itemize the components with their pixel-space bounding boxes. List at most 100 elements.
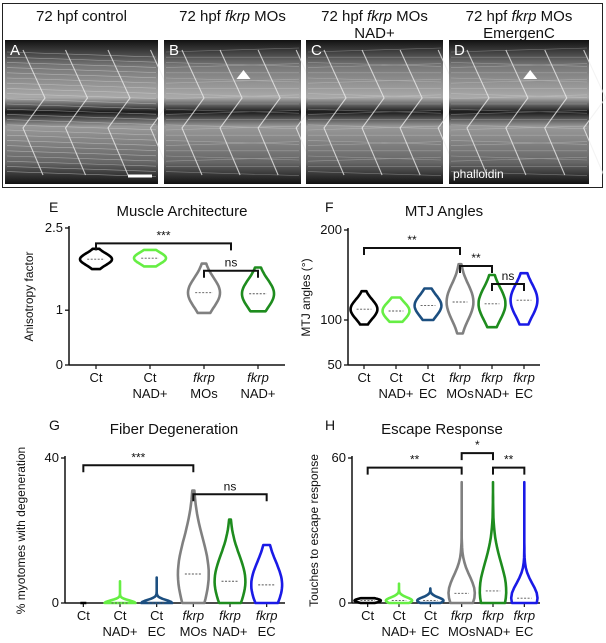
violin-body	[186, 262, 222, 315]
micrograph-title: 72 hpf fkrp MOs	[179, 8, 286, 25]
myoseptum-line	[466, 49, 490, 176]
x-tick-label: Ct	[358, 370, 371, 385]
striation-line	[165, 140, 300, 145]
x-tick-label-line2: MOs	[446, 386, 474, 401]
x-tick-label: Ct	[422, 370, 435, 385]
y-tick-label: 2.5	[45, 220, 63, 235]
bracket-line	[460, 452, 494, 461]
x-tick-label-line2: EC	[515, 386, 533, 401]
violin-body	[509, 271, 539, 326]
micrograph-a: A 72 hpf control	[5, 8, 174, 184]
violin-ct_nad	[384, 582, 414, 605]
violin-body	[103, 580, 137, 605]
violin-fkrp_nad	[477, 273, 507, 329]
striation-line	[6, 56, 157, 63]
panel-letter: A	[10, 42, 20, 59]
violin-body	[140, 576, 174, 605]
significance-bracket: ns	[491, 269, 525, 291]
panel-letter: E	[49, 199, 58, 215]
panel-letter: B	[169, 42, 179, 59]
y-axis-label: MTJ angles (°)	[299, 258, 313, 336]
violin-ct_ec	[140, 576, 174, 605]
y-tick-label: 0	[339, 595, 346, 610]
x-tick-label: Ct	[144, 370, 157, 385]
striation-line	[165, 125, 300, 131]
violin-fkrp_nad	[213, 518, 247, 605]
striation-line	[450, 77, 588, 83]
striation-line	[6, 72, 157, 79]
bracket-line	[82, 464, 195, 473]
x-tick-label: Ct	[361, 608, 374, 623]
striation-line	[6, 134, 157, 141]
x-tick-label: fkrp	[451, 608, 473, 623]
striation-line	[6, 62, 157, 68]
significance-label: **	[471, 251, 481, 265]
striation-line	[165, 124, 300, 130]
title-part: 72 hpf	[466, 8, 512, 25]
significance-bracket: *	[460, 438, 494, 461]
striation-line	[165, 77, 300, 83]
x-tick-label: fkrp	[193, 370, 215, 385]
violin-body	[445, 262, 475, 335]
violin-body	[240, 266, 276, 313]
striation-line	[450, 63, 588, 68]
x-tick-label-line2: NAD+	[240, 386, 275, 401]
significance-label: **	[410, 453, 420, 467]
arrowhead-icon	[523, 70, 538, 79]
striation-line	[6, 160, 157, 167]
micrograph-title-line2: EmergenC	[483, 25, 555, 42]
violin-ct_nad	[132, 248, 168, 268]
myoseptum-line	[64, 49, 89, 176]
chart-title: MTJ Angles	[405, 203, 483, 220]
striation-line	[450, 93, 588, 98]
striation-line	[450, 94, 588, 100]
striation-line	[6, 108, 157, 115]
violin-ct_ec	[413, 287, 443, 322]
x-tick-label-line2: EC	[515, 624, 533, 639]
striation-line	[307, 77, 442, 83]
x-tick-label-line2: MOs	[190, 386, 218, 401]
x-tick-label-line2: EC	[421, 624, 439, 639]
striation-line	[450, 140, 588, 145]
striation-line	[165, 63, 300, 68]
violin-fkrp_mo	[447, 480, 477, 605]
violin-fkrp_nad	[478, 480, 508, 605]
micrograph-image	[306, 40, 443, 184]
x-tick-label: Ct	[424, 608, 437, 623]
striation-line	[450, 124, 588, 130]
myoseptum-line	[361, 49, 385, 176]
chart-e: Muscle Architecture E 0 1 2.5 Anisotropy fact…	[22, 199, 285, 401]
striation-line	[165, 78, 300, 84]
violin-body	[509, 480, 539, 605]
significance-label: ns	[224, 479, 237, 493]
violin-fkrp_mo	[445, 262, 475, 335]
y-tick-label: 60	[332, 450, 346, 465]
violin-fkrp_mo	[176, 489, 210, 605]
myoseptum-line	[505, 49, 529, 176]
violin-body	[384, 582, 414, 605]
x-tick-label: Ct	[77, 608, 90, 623]
significance-bracket: **	[492, 453, 526, 475]
striation-line	[6, 124, 157, 131]
striation-line	[165, 94, 300, 100]
x-tick-label: fkrp	[482, 608, 504, 623]
bracket-line	[95, 242, 232, 251]
panel-letter: G	[49, 417, 60, 433]
bracket-line	[492, 466, 526, 475]
myosepta	[466, 49, 606, 176]
striation-line	[6, 145, 157, 151]
violin-ct_nad	[381, 296, 411, 324]
micrograph-title: 72 hpf fkrp MOs	[466, 8, 573, 25]
violin-body	[413, 287, 443, 322]
panel-letter: F	[325, 199, 334, 215]
significance-label: ns	[225, 256, 238, 270]
striation-line	[307, 156, 442, 162]
x-tick-label-line2: NAD+	[378, 386, 413, 401]
striation-line	[6, 119, 157, 125]
micrograph-panel-frame	[2, 3, 603, 188]
y-tick-label: 100	[320, 312, 342, 327]
striation-line	[6, 150, 157, 157]
striation-line	[165, 93, 300, 98]
